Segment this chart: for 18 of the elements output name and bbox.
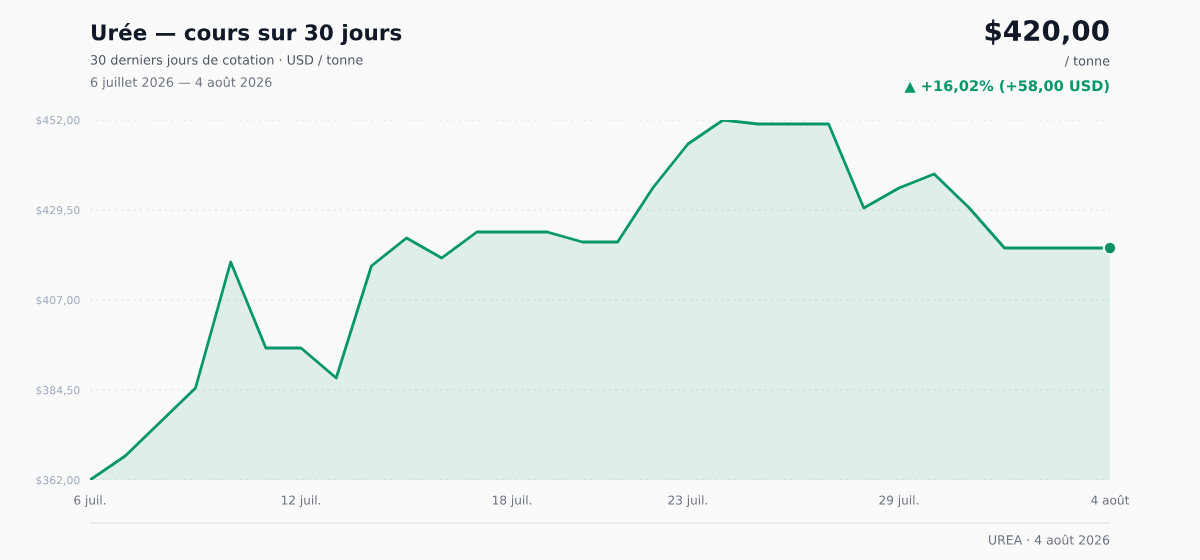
text: / tonne bbox=[1064, 56, 1110, 67]
chart-title: Urée — cours sur 30 jours bbox=[91, 23, 402, 45]
y-tick-label: $452,00 bbox=[36, 115, 80, 126]
x-tick-label: 4 août bbox=[1091, 494, 1130, 505]
y-tick-label: $407,00 bbox=[36, 295, 80, 306]
x-tick-label: 29 juil. bbox=[879, 495, 919, 507]
text: UREA · 4 août 2026 bbox=[989, 534, 1110, 545]
x-tick-label: 6 juil. bbox=[74, 495, 106, 507]
y-tick-label: $362,00 bbox=[36, 475, 80, 486]
x-tick-label: 18 juil. bbox=[493, 495, 532, 507]
y-tick-label: $429,50 bbox=[36, 205, 80, 216]
text: $420,00 bbox=[985, 19, 1109, 45]
text: 6 juillet 2026 — 4 août 2026 bbox=[90, 76, 272, 90]
x-tick-label: 12 juil. bbox=[281, 495, 321, 507]
x-tick-label: 23 juil. bbox=[668, 495, 708, 507]
y-tick-label: $384,50 bbox=[36, 385, 80, 396]
text: ▲ +16,02% (+58,00 USD) bbox=[904, 79, 1109, 94]
chart-subtitle: 30 derniers jours de cotation · USD / tonne bbox=[90, 54, 363, 68]
